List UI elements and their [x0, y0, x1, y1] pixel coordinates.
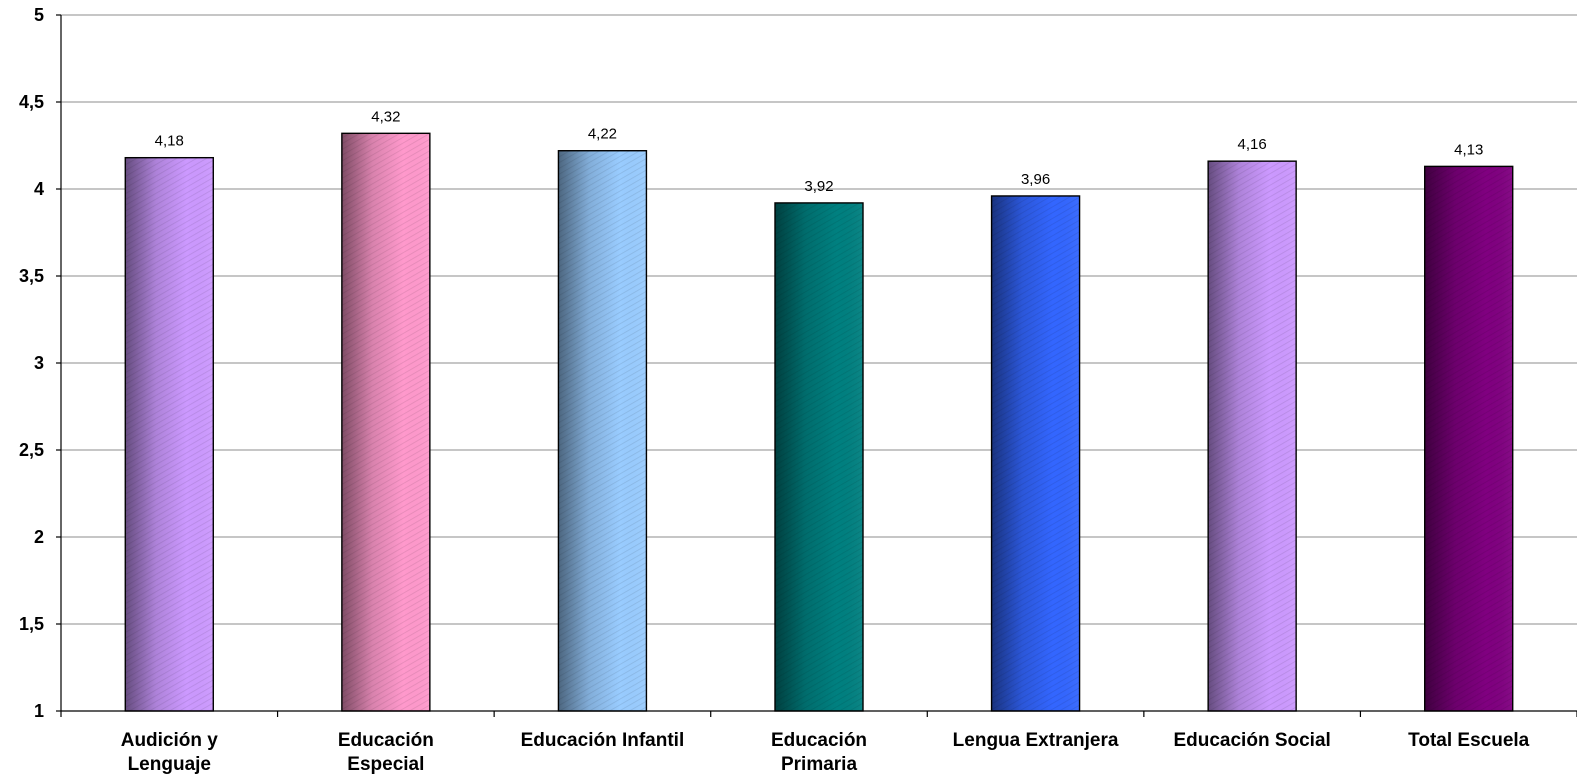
y-tick-label: 2 [34, 527, 44, 547]
data-label: 3,92 [804, 178, 833, 195]
bars [124, 132, 1514, 712]
bar [1424, 165, 1514, 712]
x-tick-label: Total Escuela [1408, 730, 1530, 751]
data-label: 4,22 [588, 126, 617, 143]
x-tick-label: Educación Especial [338, 730, 434, 775]
y-tick-label: 4 [34, 179, 44, 199]
bar [341, 132, 431, 712]
y-tick-label: 3 [34, 353, 44, 373]
x-tick-label: Educación Primaria [771, 730, 867, 775]
axes [56, 14, 1577, 717]
bar-hatch [125, 157, 214, 711]
bar-hatch [1208, 161, 1297, 711]
bar [124, 156, 214, 712]
y-tick-label: 5 [34, 5, 44, 25]
data-label: 4,16 [1238, 136, 1267, 153]
y-tick-label: 4,5 [19, 92, 44, 112]
x-tick-label: Educación Infantil [521, 730, 685, 751]
bar [557, 150, 648, 712]
y-tick-labels: 1 1,5 2 2,5 3 3,5 4 4,5 5 [19, 5, 44, 721]
x-tick-label: Lengua Extranjera [953, 730, 1119, 751]
bar [1207, 160, 1297, 712]
bar-hatch [558, 150, 647, 712]
data-labels: 4,18 4,32 4,22 3,92 3,96 4,16 4,13 [155, 108, 1484, 195]
bar-hatch [341, 133, 430, 711]
data-label: 4,13 [1454, 141, 1483, 158]
bar-hatch [1424, 166, 1513, 711]
bar [990, 195, 1081, 712]
bar-hatch [991, 195, 1080, 711]
y-tick-label: 3,5 [19, 266, 44, 286]
y-tick-label: 2,5 [19, 440, 44, 460]
bar-hatch [775, 202, 863, 712]
x-tick-label: Audición y Lenguaje [121, 730, 219, 775]
data-label: 4,32 [371, 108, 400, 125]
x-tick-labels: Audición y Lenguaje Educación Especial Educa… [121, 730, 1530, 775]
data-label: 3,96 [1021, 171, 1050, 188]
y-tick-label: 1 [34, 701, 44, 721]
data-label: 4,18 [155, 133, 184, 150]
y-tick-label: 1,5 [19, 614, 44, 634]
x-tick-label: Educación Social [1173, 730, 1330, 751]
bar [774, 202, 864, 712]
